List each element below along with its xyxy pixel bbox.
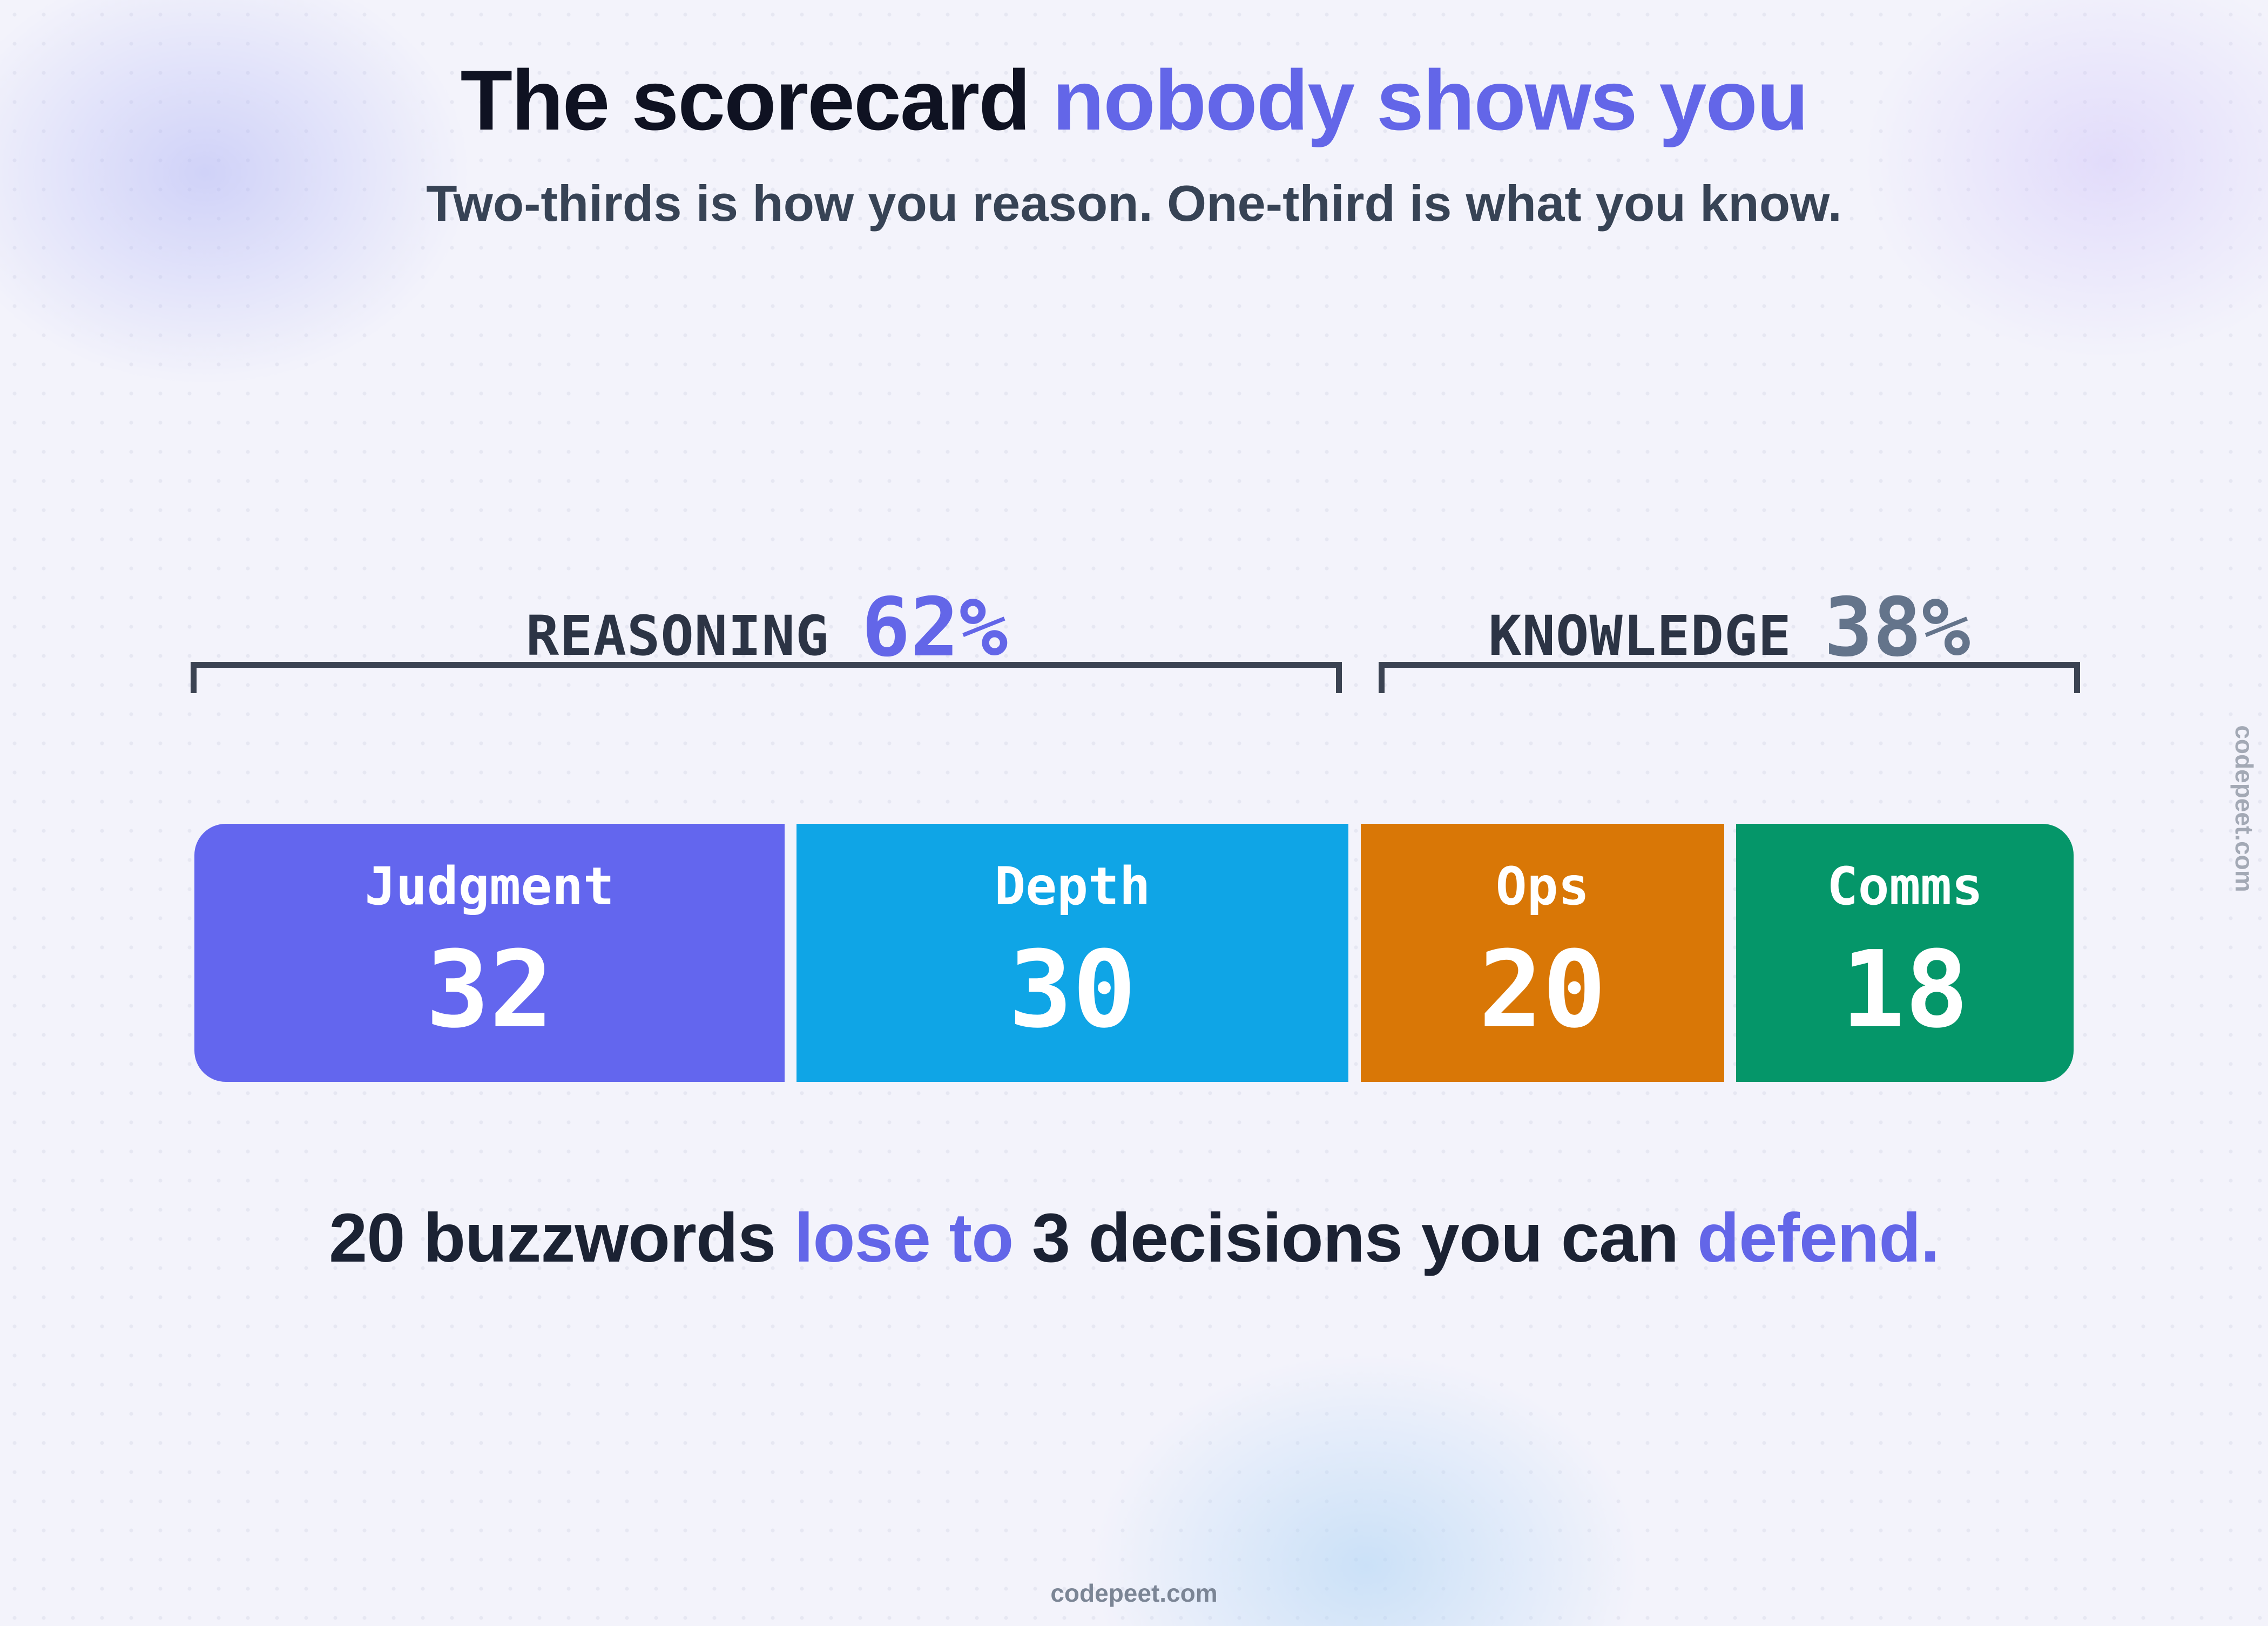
comms-label: Comms: [1827, 856, 1983, 917]
comms-score-card: Comms 18: [1736, 824, 2074, 1082]
ops-value: 20: [1479, 929, 1606, 1052]
depth-value: 30: [1008, 929, 1136, 1052]
reasoning-group-label: REASONING 62%: [194, 582, 1339, 668]
tagline-part-1: 20 buzzwords: [329, 1200, 776, 1277]
reasoning-group-name: REASONING: [525, 604, 829, 668]
title-accent: nobody shows you: [1052, 53, 1809, 148]
knowledge-group-percent: 38%: [1824, 581, 1970, 675]
tagline-part-3: 3 decisions you can: [1031, 1200, 1679, 1277]
side-brand-watermark: codepeet.com: [2230, 725, 2258, 892]
reasoning-bracket: [191, 662, 1342, 693]
ops-label: Ops: [1495, 856, 1590, 917]
judgment-score-card: Judgment 32: [194, 824, 785, 1082]
depth-score-card: Depth 30: [796, 824, 1348, 1082]
comms-value: 18: [1841, 929, 1969, 1052]
tagline-highlight-2: defend.: [1697, 1200, 1940, 1277]
judgment-value: 32: [426, 929, 554, 1052]
title-main: The scorecard: [460, 53, 1031, 148]
knowledge-group-name: KNOWLEDGE: [1488, 604, 1792, 668]
tagline-highlight-1: lose to: [794, 1200, 1014, 1277]
tagline: 20 buzzwords lose to 3 decisions you can…: [0, 1198, 2268, 1278]
footer-brand-link[interactable]: codepeet.com: [1050, 1579, 1218, 1607]
page-title: The scorecard nobody shows you: [0, 53, 2268, 148]
knowledge-bracket: [1379, 662, 2080, 693]
reasoning-group-percent: 62%: [861, 581, 1008, 675]
page-subtitle: Two-thirds is how you reason. One-third …: [426, 175, 1842, 232]
judgment-label: Judgment: [364, 856, 615, 917]
knowledge-group-label: KNOWLEDGE 38%: [1382, 582, 2076, 668]
depth-label: Depth: [994, 856, 1151, 917]
ops-score-card: Ops 20: [1361, 824, 1724, 1082]
